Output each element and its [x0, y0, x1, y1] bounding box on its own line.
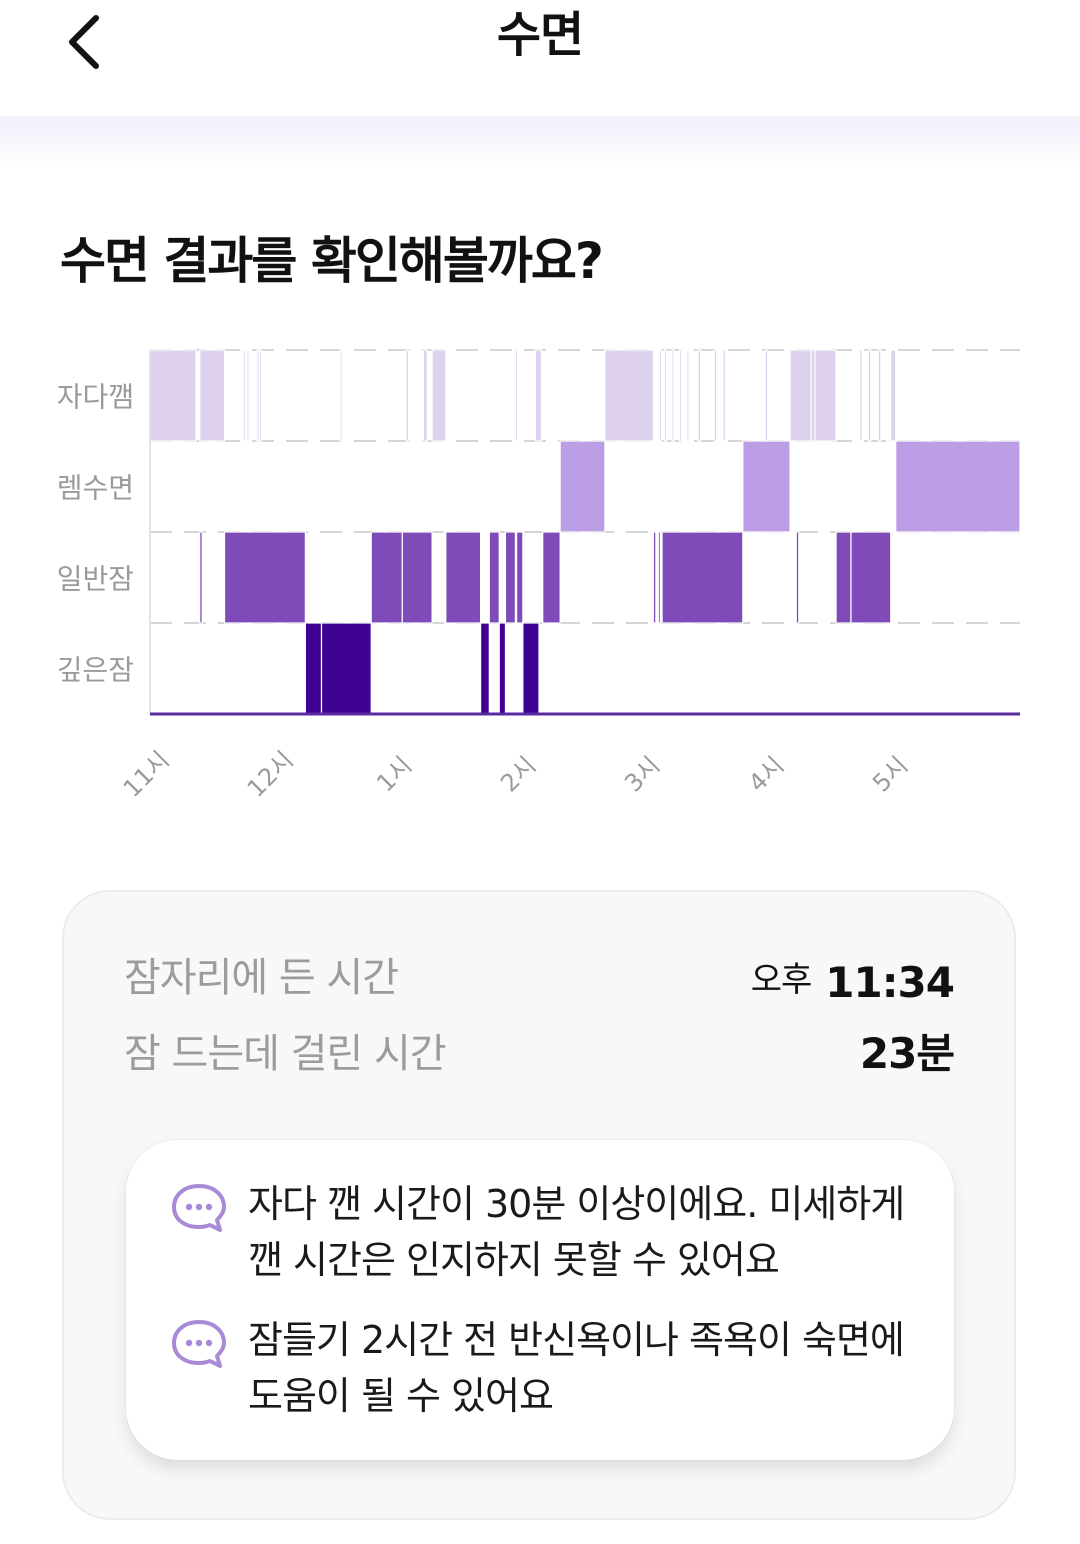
sleep-segment-bar	[652, 531, 657, 624]
sleep-segment-bar	[859, 349, 863, 442]
sleep-segment-bar	[742, 440, 791, 533]
sleep-segment-bar	[835, 531, 852, 624]
sleep-segment-bar	[764, 349, 769, 442]
sleep-segment-bar	[795, 531, 800, 624]
tip-line: 깬 시간은 인지하지 못할 수 있어요	[248, 1238, 780, 1282]
stage-label: 렘수면	[57, 472, 134, 505]
latency-label: 잠 드는데 걸린 시간	[124, 1031, 447, 1077]
sleep-segment-bar	[445, 531, 482, 624]
sleep-segment-bar	[304, 622, 323, 715]
sleep-segment-bar	[498, 622, 507, 715]
sleep-segment-bar	[890, 349, 897, 442]
sleep-segment-bar	[149, 349, 197, 442]
bedtime-label: 잠자리에 든 시간	[124, 955, 399, 1001]
sleep-segment-bar	[877, 349, 882, 442]
sleep-segment-bar	[697, 349, 702, 442]
sleep-segment-bar	[686, 349, 690, 442]
sleep-segment-bar	[246, 349, 250, 442]
x-tick-label: 1시	[371, 751, 417, 797]
chat-bubble-icon	[172, 1184, 226, 1232]
chat-bubble-icon	[172, 1320, 226, 1368]
sleep-segment-bar	[534, 349, 543, 442]
sleep-segment-bar	[657, 531, 661, 624]
sleep-segment-bar	[504, 531, 517, 624]
sleep-segment-bar	[223, 531, 306, 624]
sleep-segment-bar	[199, 349, 226, 442]
bedtime-value: 11:34	[825, 958, 955, 1007]
sleep-segment-bar	[258, 349, 262, 442]
sleep-segment-bar	[199, 531, 203, 624]
sleep-segment-bar	[370, 531, 403, 624]
sleep-segment-bar	[242, 349, 246, 442]
sleep-segment-bar	[671, 349, 675, 442]
bedtime-value-group: 오후 11:34	[750, 952, 955, 1011]
sleep-segment-bar	[661, 531, 744, 624]
sleep-segment-bar	[663, 349, 668, 442]
chevron-left-icon	[69, 15, 99, 69]
sleep-segment-bar	[514, 349, 519, 442]
x-tick-label: 12시	[242, 746, 299, 800]
sleep-segment-bar	[401, 531, 433, 624]
tip-line: 잠들기 2시간 전 반신욕이나 족욕이 숙면에	[248, 1318, 905, 1362]
sleep-segment-bar	[850, 531, 892, 624]
x-tick-label: 11시	[118, 746, 175, 800]
sleep-segment-bar	[256, 349, 260, 442]
app-header: 수면	[0, 0, 1080, 116]
sleep-segment-bar	[422, 349, 428, 442]
sleep-segment-bar	[431, 349, 447, 442]
stage-label: 일반잠	[57, 563, 134, 596]
sleep-segment-bar	[895, 440, 1021, 533]
x-tick-label: 4시	[743, 751, 789, 797]
tip-line: 도움이 될 수 있어요	[248, 1374, 554, 1418]
sleep-segment-bar	[542, 531, 561, 624]
back-button[interactable]	[52, 4, 122, 74]
bedtime-ampm: 오후	[750, 960, 813, 1000]
sleep-segment-bar	[480, 622, 490, 715]
sleep-segment-bar	[339, 349, 343, 442]
sleep-segment-bar	[320, 622, 372, 715]
x-tick-label: 3시	[619, 751, 665, 797]
sleep-summary-card: 잠자리에 든 시간 오후 11:34 잠 드는데 걸린 시간 23분 자다 깬 시…	[62, 890, 1016, 1520]
stage-label: 자다깸	[57, 381, 134, 414]
sleep-segment-bar	[867, 349, 872, 442]
sleep-segment-bar	[810, 349, 816, 442]
sleep-segment-bar	[488, 531, 500, 624]
sleep-segment-bar	[559, 440, 606, 533]
sleep-segment-bar	[713, 349, 718, 442]
sleep-segment-bar	[658, 349, 663, 442]
stage-label: 깊은잠	[57, 654, 134, 687]
tips-box: 자다 깬 시간이 30분 이상이에요. 미세하게 깬 시간은 인지하지 못할 수…	[126, 1140, 954, 1460]
sleep-segment-bar	[516, 531, 524, 624]
sleep-segment-bar	[405, 349, 410, 442]
tip-line: 자다 깬 시간이 30분 이상이에요. 미세하게	[248, 1182, 905, 1226]
latency-value: 23분	[859, 1029, 955, 1078]
x-tick-label: 5시	[867, 751, 913, 797]
sleep-segment-bar	[522, 622, 540, 715]
sleep-segment-bar	[678, 349, 683, 442]
section-title: 수면 결과를 확인해볼까요?	[60, 232, 604, 290]
sleep-segment-bar	[722, 349, 727, 442]
page-title: 수면	[496, 7, 584, 63]
header-divider	[0, 116, 1080, 166]
x-tick-label: 2시	[495, 751, 541, 797]
sleep-segment-bar	[604, 349, 654, 442]
